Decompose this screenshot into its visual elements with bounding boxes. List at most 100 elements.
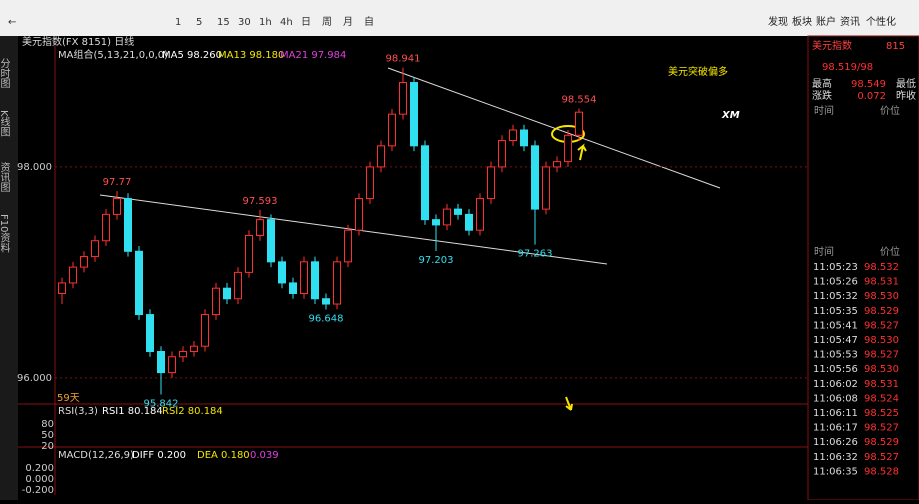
rsi-axis-label: 50: [41, 430, 54, 441]
logo: XM: [721, 110, 740, 121]
menu-item[interactable]: 板块: [792, 15, 812, 28]
candle-body: [212, 287, 220, 316]
sidebar-tab[interactable]: 分时图: [0, 58, 10, 89]
tick-price: 98.527: [864, 423, 899, 434]
menu-item[interactable]: 个性化: [866, 15, 896, 28]
menu-item[interactable]: 资讯: [840, 16, 860, 28]
trendline: [387, 67, 721, 189]
tick-time: 11:05:35: [813, 306, 858, 317]
tick-time: 11:06:17: [813, 423, 858, 434]
macd-axis-label: 0.200: [25, 463, 54, 474]
macd-legend: DEA 0.180: [197, 450, 250, 461]
period-button[interactable]: 日: [301, 17, 311, 28]
candle-body: [223, 287, 231, 300]
quote-code: 815: [886, 41, 905, 52]
period-button[interactable]: 5: [196, 17, 202, 28]
candle-body: [311, 261, 319, 300]
tick-time: 11:06:32: [813, 452, 858, 463]
sidebar-tab[interactable]: F10资料: [0, 214, 10, 253]
candle-body: [531, 145, 539, 210]
bars-label: 59天: [57, 393, 80, 404]
price-annotation: 96.648: [309, 314, 344, 325]
price-annotation: 95.842: [144, 399, 179, 410]
candle-body: [355, 198, 363, 231]
period-button[interactable]: 月: [343, 16, 353, 28]
tick-price: 98.527: [864, 320, 899, 331]
rsi-axis-label: 20: [41, 441, 54, 452]
quote-field: 最低: [896, 77, 916, 90]
menu-item[interactable]: 账户: [816, 15, 836, 28]
macd-axis-label: -0.200: [22, 485, 54, 496]
candle-body: [234, 271, 242, 300]
tick-price: 98.531: [864, 277, 899, 288]
candle-body: [124, 198, 132, 252]
candle-body: [388, 113, 396, 147]
tick-price: 98.527: [864, 452, 899, 463]
candle-body: [553, 161, 561, 168]
quote-field: 0.072: [857, 91, 886, 102]
sidebar-tab[interactable]: 资讯图: [0, 162, 10, 193]
candle-body: [443, 208, 451, 226]
period-button[interactable]: 15: [217, 17, 230, 28]
candle-body: [410, 82, 418, 147]
tick-time: 11:06:11: [813, 408, 858, 419]
candle-body: [421, 145, 429, 221]
candle-body: [575, 111, 583, 136]
candle-body: [135, 250, 143, 316]
quote-field: 昨收: [896, 89, 916, 102]
trendline: [99, 194, 608, 265]
tick-price: 98.524: [864, 393, 899, 404]
candle-body: [333, 261, 341, 305]
tick-price: 98.527: [864, 350, 899, 361]
arrow: [577, 143, 587, 161]
candle-body: [179, 350, 187, 358]
tick-time: 11:05:56: [813, 364, 858, 375]
column-header: 时间: [814, 104, 834, 117]
candle-body: [58, 282, 66, 294]
quote-price: 98.519/98: [822, 62, 873, 73]
column-header: 时间: [814, 245, 834, 258]
menu-item[interactable]: 发现: [768, 15, 788, 28]
candle-body: [377, 145, 385, 168]
rsi-legend: RSI(3,3): [58, 406, 98, 417]
rsi-legend: RSI1 80.184: [102, 406, 163, 417]
price-annotation: 97.77: [103, 177, 132, 188]
rsi-legend: RSI2 80.184: [162, 406, 223, 417]
candle-body: [454, 208, 462, 215]
period-button[interactable]: 1h: [259, 17, 272, 28]
candle-body: [245, 234, 253, 273]
tick-price: 98.532: [864, 262, 899, 273]
candle-body: [432, 219, 440, 226]
candle-body: [564, 134, 572, 163]
candle-body: [91, 240, 99, 258]
period-button[interactable]: 4h: [280, 17, 293, 28]
period-button[interactable]: 自: [364, 15, 374, 28]
tick-time: 11:06:35: [813, 466, 858, 477]
period-button[interactable]: 1: [175, 17, 181, 28]
tick-time: 11:05:53: [813, 350, 858, 361]
tick-time: 11:06:08: [813, 393, 858, 404]
back-icon[interactable]: ←: [8, 17, 16, 28]
tick-time: 11:05:47: [813, 335, 858, 346]
sidebar-tab[interactable]: K线图: [0, 110, 10, 137]
candle-body: [146, 314, 154, 352]
period-button[interactable]: 周: [322, 16, 332, 28]
quote-field: 涨跌: [812, 89, 832, 102]
tick-price: 98.530: [864, 364, 899, 375]
candle-body: [399, 82, 407, 115]
period-button[interactable]: 30: [238, 17, 251, 28]
tick-price: 98.530: [864, 335, 899, 346]
macd-legend: 0.039: [250, 450, 279, 461]
price-annotation: 97.203: [419, 255, 454, 266]
sidebar: [0, 36, 18, 500]
price-annotation: 98.941: [386, 54, 421, 65]
candle-body: [322, 298, 330, 305]
candle-body: [69, 266, 77, 284]
candle-body: [267, 219, 275, 263]
candle-body: [498, 140, 506, 168]
candle-body: [113, 198, 121, 215]
tick-time: 11:05:32: [813, 291, 858, 302]
macd-axis-label: 0.000: [25, 474, 54, 485]
candle-body: [256, 219, 264, 236]
